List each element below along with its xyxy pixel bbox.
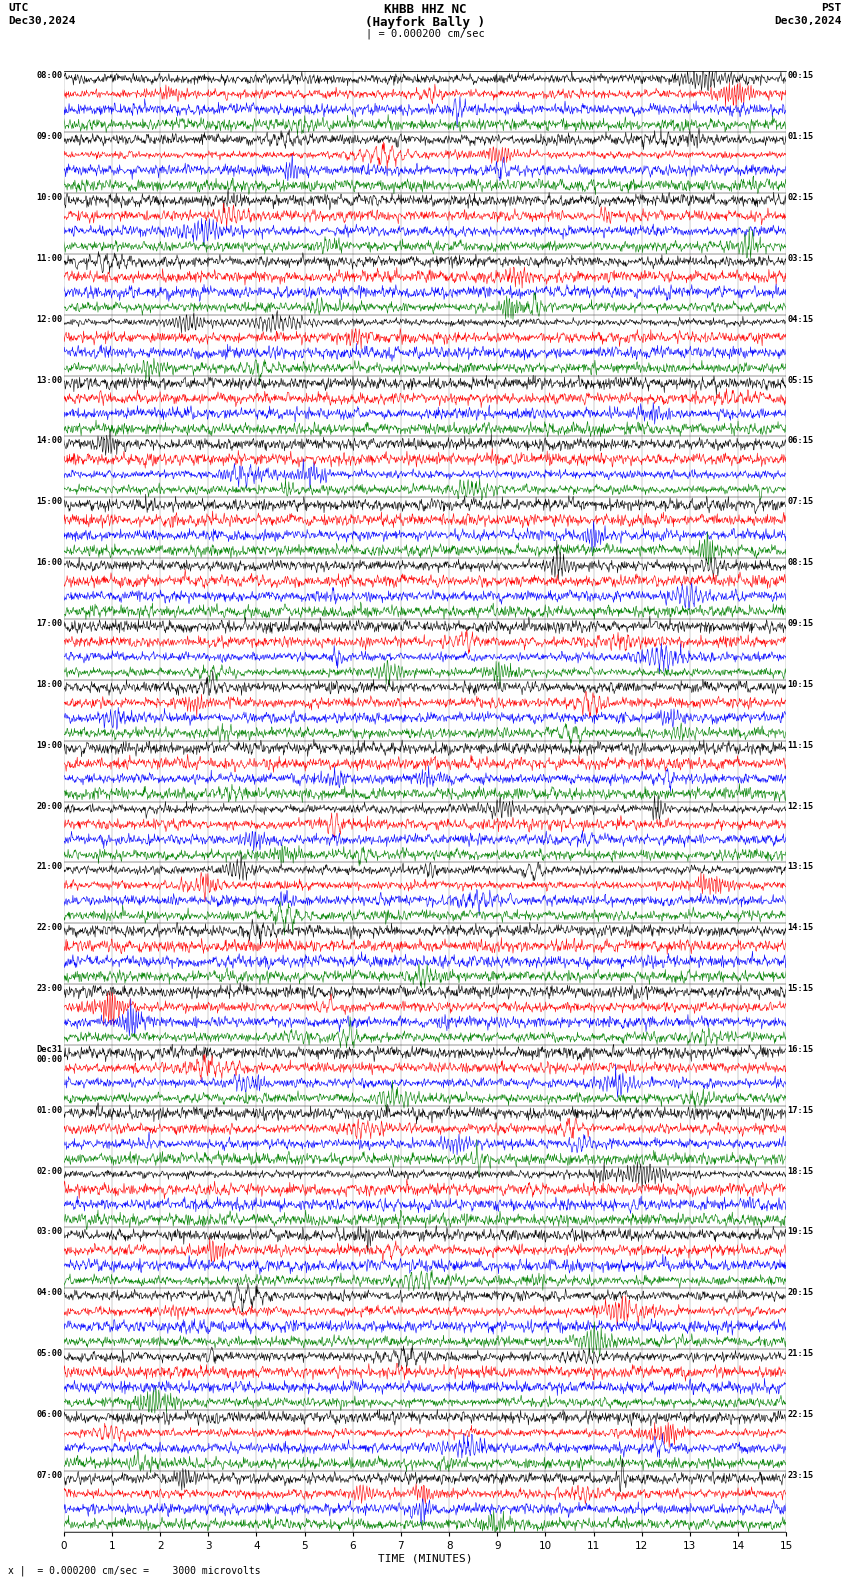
Text: | = 0.000200 cm/sec: | = 0.000200 cm/sec (366, 29, 484, 40)
Text: 21:00: 21:00 (36, 862, 62, 871)
Text: 05:00: 05:00 (36, 1350, 62, 1357)
Text: PST: PST (821, 3, 842, 13)
Text: Dec30,2024: Dec30,2024 (8, 16, 76, 25)
Text: 00:15: 00:15 (788, 71, 814, 81)
Text: 23:15: 23:15 (788, 1472, 814, 1479)
Text: 15:00: 15:00 (36, 497, 62, 507)
Text: 13:15: 13:15 (788, 862, 814, 871)
Text: 17:15: 17:15 (788, 1106, 814, 1115)
Text: 04:00: 04:00 (36, 1288, 62, 1297)
Text: 05:15: 05:15 (788, 375, 814, 385)
Text: KHBB HHZ NC: KHBB HHZ NC (383, 3, 467, 16)
Text: 14:00: 14:00 (36, 436, 62, 445)
Text: 01:00: 01:00 (36, 1106, 62, 1115)
Text: (Hayfork Bally ): (Hayfork Bally ) (365, 16, 485, 29)
Text: 09:15: 09:15 (788, 619, 814, 627)
Text: 09:00: 09:00 (36, 131, 62, 141)
Text: 11:00: 11:00 (36, 253, 62, 263)
Text: 06:00: 06:00 (36, 1410, 62, 1419)
Text: 22:15: 22:15 (788, 1410, 814, 1419)
Text: 20:15: 20:15 (788, 1288, 814, 1297)
Text: 03:00: 03:00 (36, 1228, 62, 1237)
Text: 18:00: 18:00 (36, 680, 62, 689)
Text: 16:00: 16:00 (36, 558, 62, 567)
Text: 11:15: 11:15 (788, 741, 814, 749)
Text: 12:00: 12:00 (36, 315, 62, 323)
Text: 02:00: 02:00 (36, 1166, 62, 1175)
Text: 06:15: 06:15 (788, 436, 814, 445)
Text: 01:15: 01:15 (788, 131, 814, 141)
Text: 20:00: 20:00 (36, 802, 62, 811)
Text: x |  = 0.000200 cm/sec =    3000 microvolts: x | = 0.000200 cm/sec = 3000 microvolts (8, 1565, 261, 1576)
Text: 23:00: 23:00 (36, 984, 62, 993)
Text: 08:00: 08:00 (36, 71, 62, 81)
Text: Dec31
00:00: Dec31 00:00 (36, 1045, 62, 1064)
Text: 19:15: 19:15 (788, 1228, 814, 1237)
Text: 13:00: 13:00 (36, 375, 62, 385)
Text: 16:15: 16:15 (788, 1045, 814, 1053)
Text: Dec30,2024: Dec30,2024 (774, 16, 842, 25)
X-axis label: TIME (MINUTES): TIME (MINUTES) (377, 1554, 473, 1563)
Text: UTC: UTC (8, 3, 29, 13)
Text: 18:15: 18:15 (788, 1166, 814, 1175)
Text: 03:15: 03:15 (788, 253, 814, 263)
Text: 10:15: 10:15 (788, 680, 814, 689)
Text: 14:15: 14:15 (788, 923, 814, 933)
Text: 02:15: 02:15 (788, 193, 814, 203)
Text: 19:00: 19:00 (36, 741, 62, 749)
Text: 22:00: 22:00 (36, 923, 62, 933)
Text: 10:00: 10:00 (36, 193, 62, 203)
Text: 07:00: 07:00 (36, 1472, 62, 1479)
Text: 12:15: 12:15 (788, 802, 814, 811)
Text: 21:15: 21:15 (788, 1350, 814, 1357)
Text: 15:15: 15:15 (788, 984, 814, 993)
Text: 17:00: 17:00 (36, 619, 62, 627)
Text: 08:15: 08:15 (788, 558, 814, 567)
Text: 07:15: 07:15 (788, 497, 814, 507)
Text: 04:15: 04:15 (788, 315, 814, 323)
